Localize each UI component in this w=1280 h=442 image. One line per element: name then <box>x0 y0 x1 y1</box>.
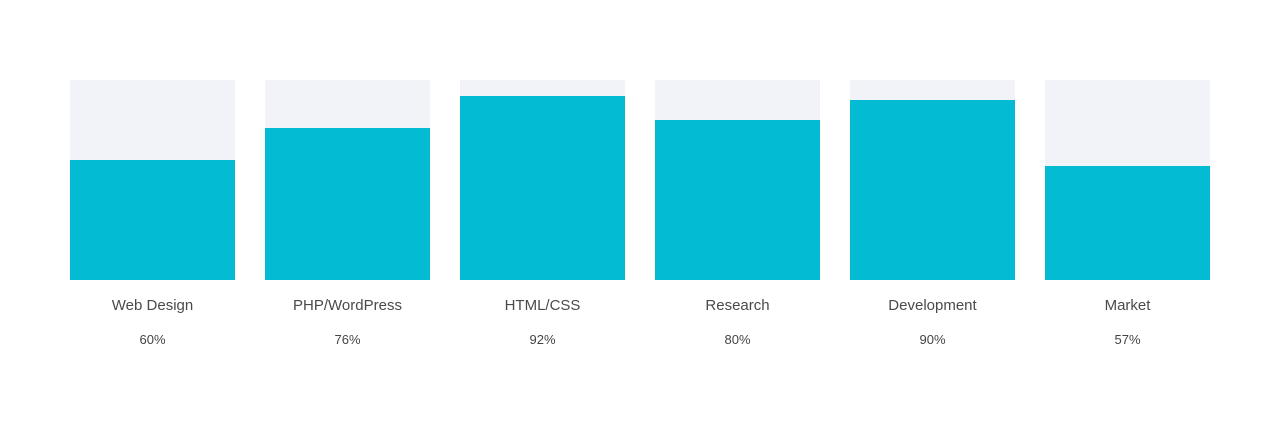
skill-card-market: Market 57% <box>1045 80 1210 348</box>
skill-percent: 76% <box>334 332 361 347</box>
skill-bar-track <box>655 80 820 280</box>
skill-name: Development <box>888 297 977 314</box>
skill-name: Market <box>1104 297 1151 314</box>
skill-bar-fill <box>70 160 235 280</box>
skill-card-development: Development 90% <box>850 80 1015 348</box>
skill-percent: 92% <box>529 332 556 347</box>
skill-name: HTML/CSS <box>504 297 581 314</box>
skill-bar-track <box>265 80 430 280</box>
skill-bar-track <box>70 80 235 280</box>
skill-percent: 80% <box>724 332 751 347</box>
skill-percent: 57% <box>1114 332 1141 347</box>
skill-bar-fill <box>655 120 820 280</box>
skill-percent: 90% <box>919 332 946 347</box>
skill-card-research: Research 80% <box>655 80 820 348</box>
skill-name: Research <box>705 297 770 314</box>
skill-name: Web Design <box>111 297 194 314</box>
skill-card-php-wordpress: PHP/WordPress 76% <box>265 80 430 348</box>
skill-card-html-css: HTML/CSS 92% <box>460 80 625 348</box>
skill-card-web-design: Web Design 60% <box>70 80 235 348</box>
skill-bar-fill <box>850 100 1015 280</box>
skill-bar-track <box>1045 80 1210 280</box>
skill-name: PHP/WordPress <box>293 297 402 314</box>
skill-bar-track <box>850 80 1015 280</box>
skill-bar-track <box>460 80 625 280</box>
skills-section: Web Design 60% PHP/WordPress 76% HTML/CS… <box>70 80 1210 348</box>
skill-bar-fill <box>1045 166 1210 280</box>
skill-percent: 60% <box>139 332 166 347</box>
skill-bar-fill <box>460 96 625 280</box>
skill-bar-fill <box>265 128 430 280</box>
